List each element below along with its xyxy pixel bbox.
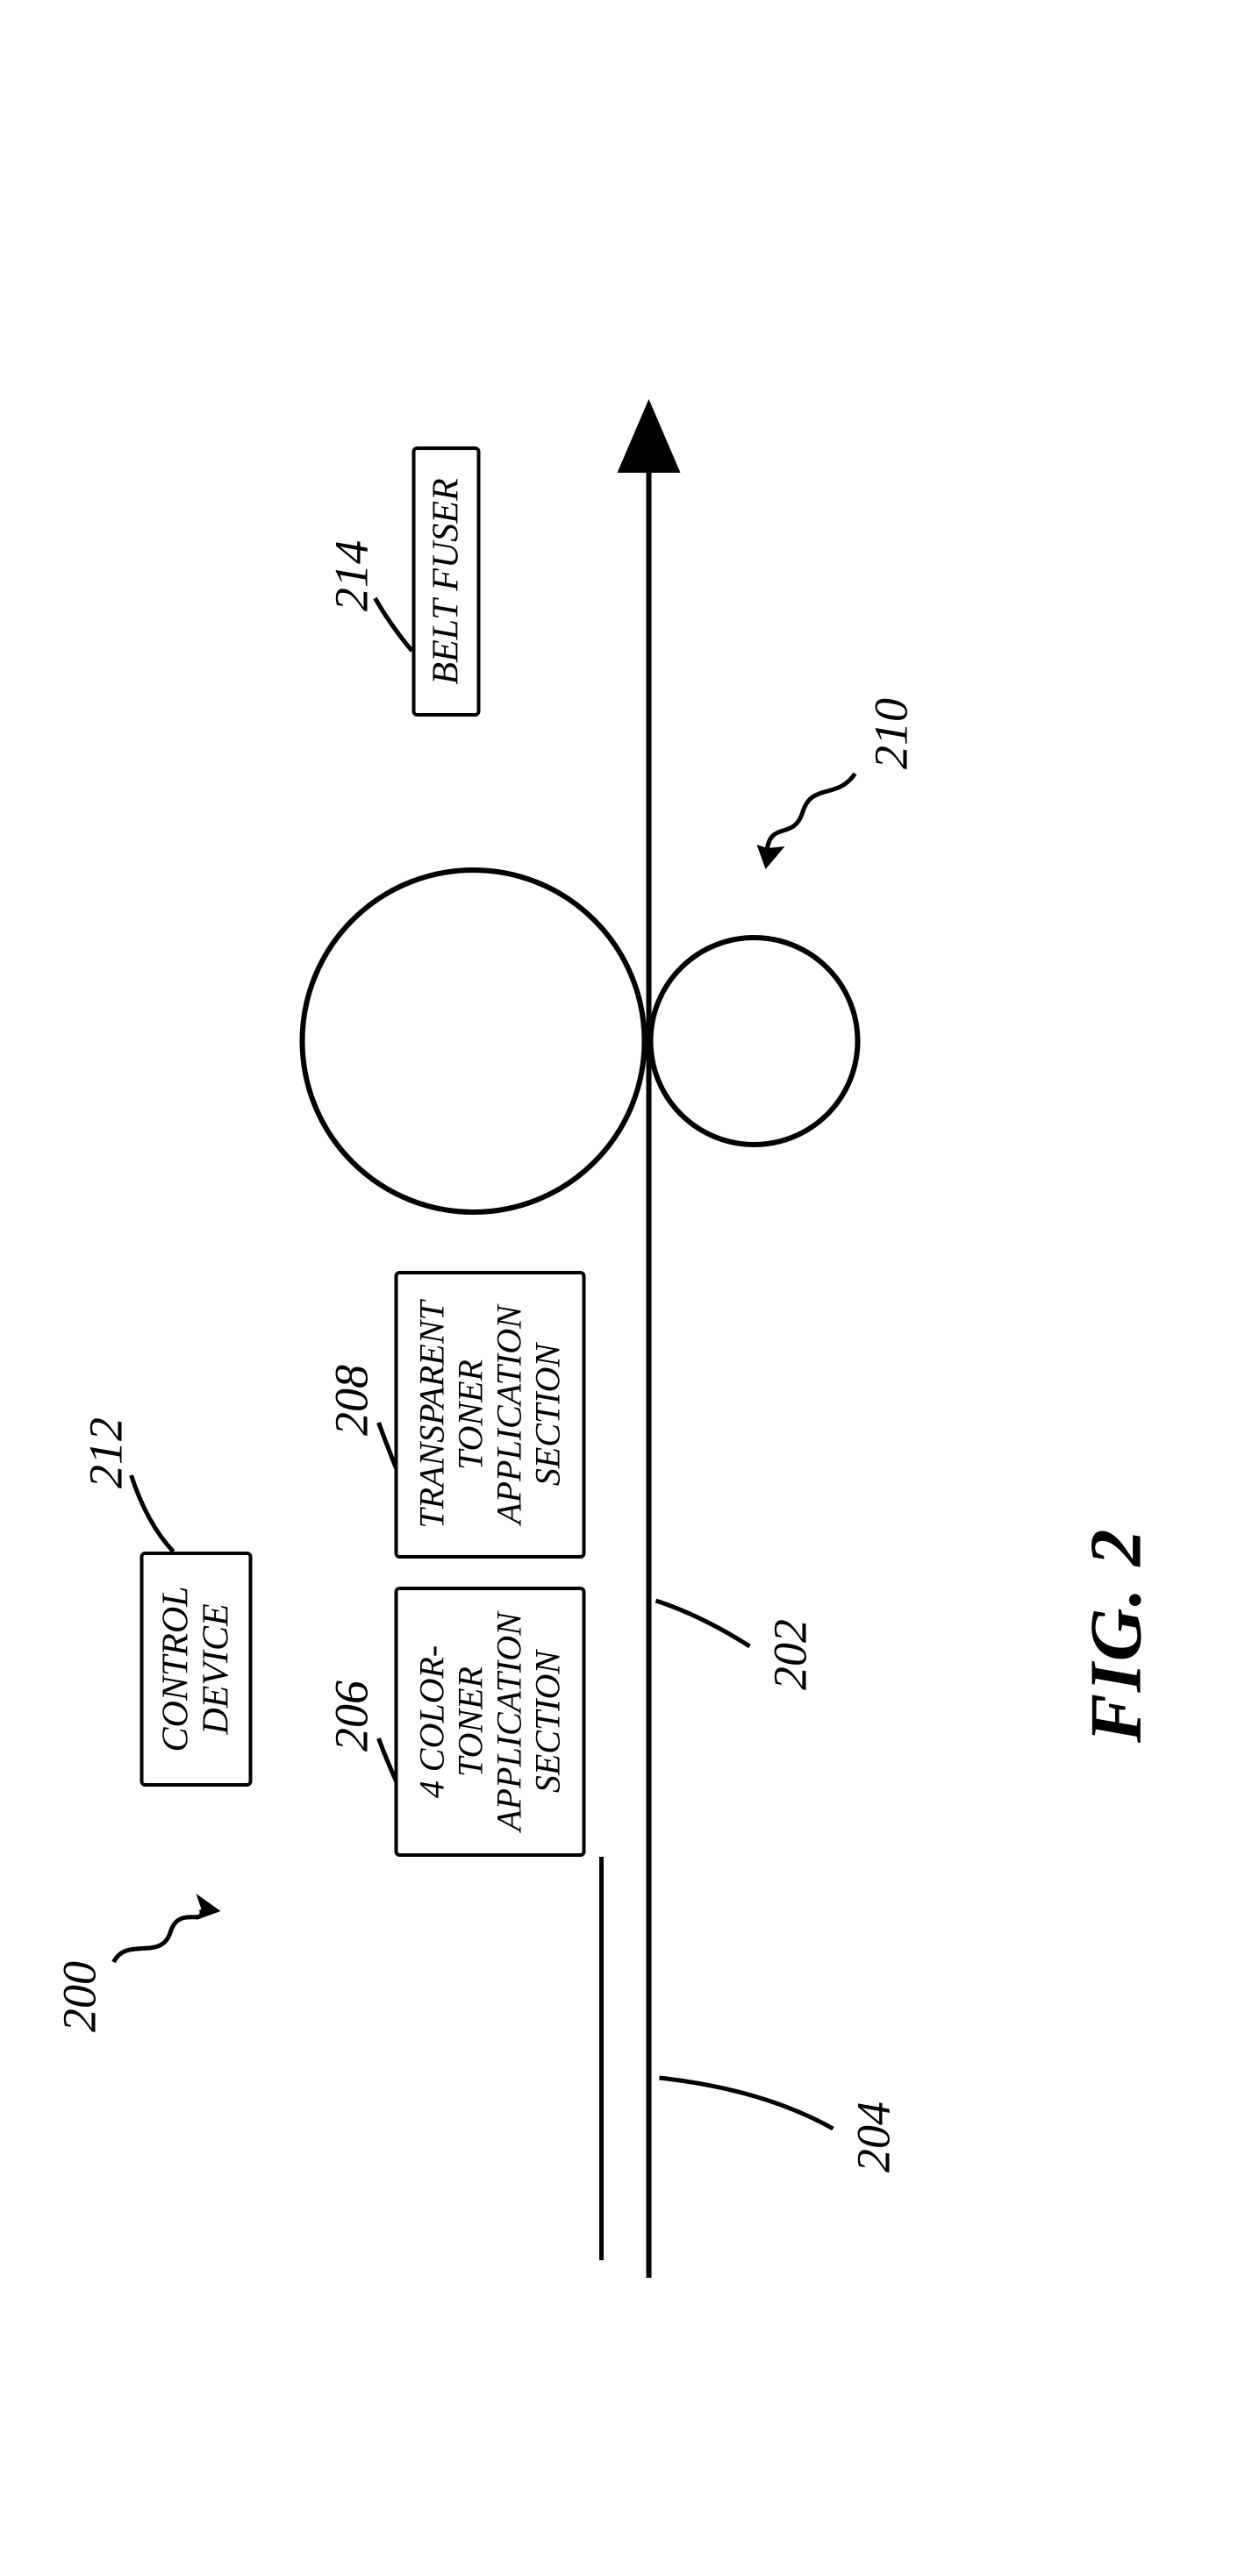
roller-small [651, 938, 858, 1145]
control-device-line2: DEVICE [197, 1603, 237, 1734]
lead-210-arrow [757, 845, 785, 869]
color-toner-line4: SECTION [529, 1651, 568, 1793]
ref-210: 210 [864, 698, 919, 769]
lead-204 [660, 2078, 834, 2129]
ref-206: 206 [325, 1680, 379, 1752]
ref-202: 202 [763, 1619, 818, 1690]
figure-caption: FIG. 2 [1074, 1528, 1159, 1743]
svg-overlay [0, 355, 1238, 2576]
lead-214 [376, 598, 412, 651]
lead-202 [656, 1601, 750, 1646]
color-toner-line3: APPLICATION [490, 1612, 529, 1831]
color-toner-line1: 4 COLOR- [413, 1645, 452, 1798]
rotated-layer: CONTROL DEVICE 4 COLOR- TONER APPLICATIO… [0, 355, 1238, 2576]
control-device-line1: CONTROL [155, 1586, 196, 1752]
transparent-toner-line2: TONER [452, 1359, 490, 1470]
color-toner-line2: TONER [452, 1666, 490, 1777]
ref-204: 204 [847, 2101, 901, 2173]
belt-fuser-text: BELT FUSER [426, 478, 466, 684]
lead-212 [132, 1475, 174, 1552]
transparent-toner-line3: APPLICATION [490, 1305, 529, 1524]
roller-large [303, 870, 645, 1212]
transparent-toner-line1: TRANSPARENT [413, 1301, 452, 1528]
lead-210 [768, 774, 855, 848]
color-toner-box: 4 COLOR- TONER APPLICATION SECTION [395, 1587, 586, 1857]
ref-200: 200 [53, 1961, 107, 2032]
ref-208: 208 [325, 1365, 379, 1436]
lead-200-arrow [197, 1894, 221, 1920]
ref-214: 214 [325, 540, 379, 611]
belt-fuser-box: BELT FUSER [412, 446, 481, 717]
ref-212: 212 [79, 1417, 133, 1488]
lead-200 [114, 1909, 203, 1962]
control-device-box: CONTROL DEVICE [140, 1552, 253, 1787]
figure-canvas: CONTROL DEVICE 4 COLOR- TONER APPLICATIO… [0, 0, 1238, 2221]
transparent-toner-box: TRANSPARENT TONER APPLICATION SECTION [395, 1271, 586, 1559]
transparent-toner-line4: SECTION [529, 1344, 568, 1486]
